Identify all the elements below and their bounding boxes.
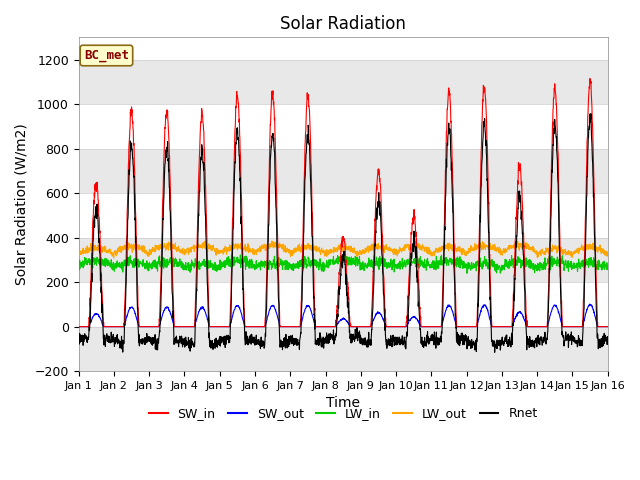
LW_in [358,266,366,272]
Line: SW_out: SW_out [79,304,607,326]
Rnet [604,338,611,344]
Rnet [491,349,499,355]
Rnet [557,306,565,312]
LW_in [604,264,611,270]
X-axis label: Time: Time [326,396,360,410]
LW_in [572,264,580,270]
LW_out [572,249,580,255]
LW_in [75,265,83,271]
SW_in [586,76,594,82]
LW_in [370,259,378,264]
Rnet [358,340,366,346]
LW_out [497,251,505,256]
Text: BC_met: BC_met [84,49,129,62]
Y-axis label: Solar Radiation (W/m2): Solar Radiation (W/m2) [15,123,29,285]
Rnet [222,335,230,341]
LW_in [228,251,236,257]
SW_out [557,318,564,324]
SW_in [572,324,579,329]
Bar [79,238,607,282]
Rnet [587,111,595,117]
LW_out [110,255,118,261]
SW_out [222,324,230,329]
SW_out [75,324,83,329]
Bar [79,60,607,104]
SW_out [370,316,378,322]
SW_in [557,281,564,287]
Line: LW_in: LW_in [79,254,607,273]
LW_out [604,250,611,255]
SW_out [604,324,611,329]
SW_out [586,301,593,307]
Title: Solar Radiation: Solar Radiation [280,15,406,33]
SW_in [222,324,230,329]
LW_in [222,258,230,264]
Line: SW_in: SW_in [79,79,607,326]
LW_in [463,270,471,276]
Bar [79,326,607,371]
Rnet [572,338,580,344]
LW_in [497,267,505,273]
LW_out [201,238,209,244]
LW_out [223,252,230,257]
SW_in [358,324,366,329]
Line: Rnet: Rnet [79,114,607,352]
Legend: SW_in, SW_out, LW_in, LW_out, Rnet: SW_in, SW_out, LW_in, LW_out, Rnet [144,402,543,425]
SW_out [358,324,366,329]
SW_in [75,324,83,329]
Line: LW_out: LW_out [79,241,607,258]
SW_out [497,324,504,329]
LW_out [359,250,367,255]
SW_out [572,324,579,329]
Rnet [370,284,378,290]
SW_in [604,324,611,329]
SW_in [497,324,504,329]
LW_out [75,251,83,257]
LW_in [557,256,565,262]
LW_out [371,243,378,249]
Rnet [497,338,505,344]
LW_out [557,247,565,252]
Rnet [75,338,83,344]
SW_in [370,260,378,265]
Bar [79,149,607,193]
